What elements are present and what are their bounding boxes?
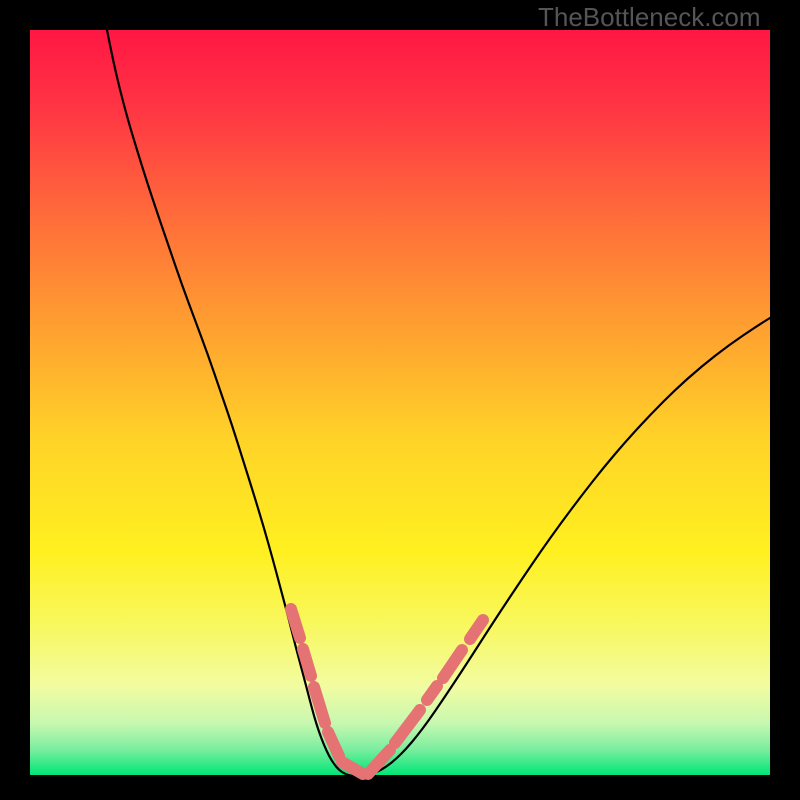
watermark-text: TheBottleneck.com (538, 2, 761, 33)
plot-area (30, 30, 770, 775)
chart-container: TheBottleneck.com (0, 0, 800, 800)
